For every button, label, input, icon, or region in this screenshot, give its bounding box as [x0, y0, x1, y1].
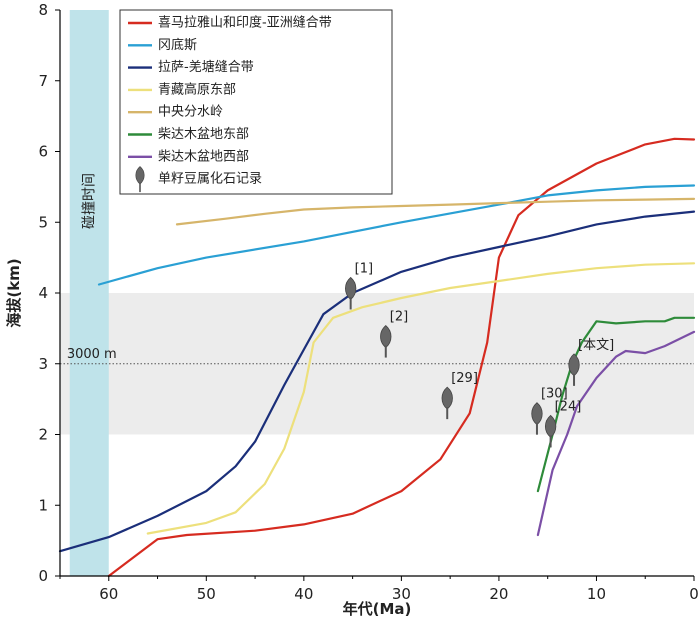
series-line-2 — [58, 210, 696, 553]
x-tick-label: 50 — [197, 585, 216, 603]
y-tick-label: 8 — [38, 1, 48, 19]
y-tick-label: 5 — [38, 213, 48, 231]
fossil-ref-label: [30] — [541, 387, 568, 402]
y-tick-label: 1 — [38, 496, 48, 514]
fossil-marker-4 — [544, 414, 557, 448]
fossil-marker-1 — [380, 325, 392, 358]
legend-item-label: 喜马拉雅山和印度-亚洲缝合带 — [158, 15, 332, 31]
fossil-marker-5 — [568, 353, 580, 386]
legend-fossil-label: 单籽豆属化石记录 — [158, 172, 262, 187]
collision-band-label: 碰撞时间 — [81, 173, 97, 229]
legend-fossil-icon — [135, 166, 145, 193]
series-line-5 — [536, 316, 696, 493]
series-line-4 — [175, 197, 696, 226]
legend-item-label: 冈底斯 — [158, 37, 197, 53]
reference-line-label: 3000 m — [67, 347, 117, 362]
fossil-marker-2 — [441, 386, 453, 420]
y-tick-label: 0 — [38, 567, 48, 585]
x-axis-title: 年代(Ma) — [343, 600, 412, 618]
y-axis-title: 海拔(km) — [5, 258, 23, 327]
x-tick-label: 60 — [99, 585, 118, 603]
fossil-ref-label: [1] — [355, 261, 373, 276]
y-tick-label: 7 — [38, 72, 48, 90]
y-tick-label: 3 — [38, 355, 48, 373]
collision-time-band — [69, 10, 109, 576]
series-line-1 — [97, 184, 696, 286]
x-tick-label: 20 — [489, 585, 508, 603]
legend-item-label: 拉萨-羌塘缝合带 — [158, 59, 254, 75]
y-tick-label: 2 — [38, 426, 48, 444]
legend-item-label: 柴达木盆地西部 — [158, 149, 249, 164]
series-line-0 — [107, 137, 696, 578]
series-line-3 — [146, 262, 696, 535]
legend-item-label: 柴达木盆地东部 — [158, 127, 249, 142]
x-tick-label: 30 — [392, 585, 411, 603]
legend-box — [119, 9, 393, 195]
fossil-ref-label: [29] — [451, 371, 478, 386]
fossil-marker-3 — [531, 402, 543, 435]
fossil-ref-label: [本文] — [578, 338, 614, 353]
fossil-ref-label: [24] — [555, 399, 582, 414]
series-line-6 — [536, 330, 696, 537]
legend-item-label: 中央分水岭 — [158, 105, 223, 120]
y-tick-label: 4 — [38, 284, 48, 302]
legend-item-label: 青藏高原东部 — [158, 81, 236, 97]
x-tick-label: 40 — [294, 585, 313, 603]
y-tick-label: 6 — [38, 143, 48, 161]
fossil-ref-label: [2] — [390, 310, 408, 325]
x-tick-label: 10 — [587, 585, 606, 603]
fossil-marker-0 — [345, 276, 357, 310]
x-tick-label: 0 — [689, 585, 699, 603]
